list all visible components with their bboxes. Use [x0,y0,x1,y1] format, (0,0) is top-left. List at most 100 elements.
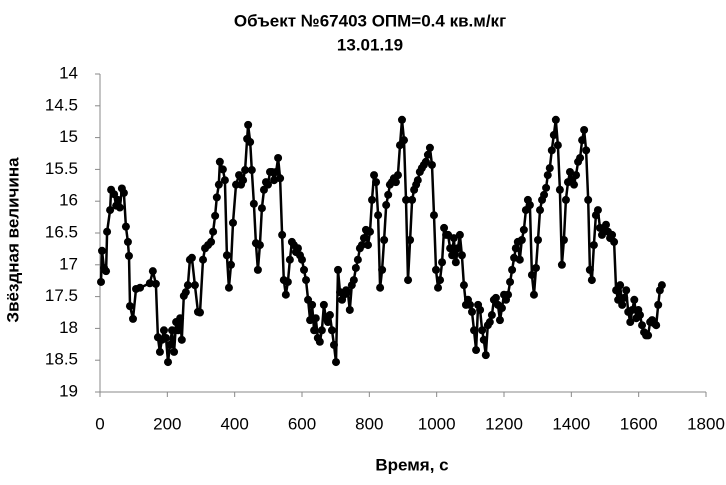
data-point [278,230,287,239]
data-point [540,190,549,199]
data-point [525,201,534,210]
data-point [181,288,190,297]
data-point [508,265,517,274]
data-point [345,305,354,314]
data-point [349,276,358,285]
data-point [378,265,387,274]
data-point [241,166,250,175]
y-tick-label: 14 [59,63,78,82]
data-point [515,255,524,264]
data-point [125,302,134,311]
data-point [351,263,360,272]
data-point [547,146,556,155]
data-point [404,276,413,285]
data-point [170,347,179,356]
data-point [357,241,366,250]
data-point [545,164,554,173]
data-point [470,326,479,335]
data-point [270,176,279,185]
data-point [504,290,513,299]
data-point [106,206,115,215]
data-point [638,321,647,330]
x-tick-label: 1800 [687,414,725,433]
data-point [207,237,216,246]
data-point [620,293,629,302]
y-tick-label: 15.5 [45,159,78,178]
data-point [343,288,352,297]
data-point [119,188,128,197]
data-point [582,146,591,155]
data-point [115,203,124,212]
x-tick-label: 1200 [485,414,523,433]
data-point [239,176,248,185]
data-point [224,283,233,292]
data-point [103,227,112,236]
data-point [451,258,460,267]
data-point [459,281,468,290]
data-point [585,265,594,274]
data-point [478,326,487,335]
data-point [166,340,175,349]
data-point [334,265,343,274]
data-point [325,311,334,320]
data-point [440,223,449,232]
data-point [429,211,438,220]
data-point [98,246,107,255]
data-point [159,326,168,335]
data-point [472,346,481,355]
data-point [455,230,464,239]
data-point [195,308,204,317]
data-point [542,183,551,192]
data-point [448,251,457,260]
data-point [572,171,581,180]
data-point [427,160,436,169]
data-point [391,178,400,187]
data-point [247,166,256,175]
data-point [123,237,132,246]
data-point [511,244,520,253]
data-point [366,227,375,236]
data-point [485,318,494,327]
data-point [531,263,540,272]
data-point [214,180,223,189]
data-point [211,211,220,220]
data-point [372,178,381,187]
y-tick-label: 18.5 [45,350,78,369]
data-point [285,255,294,264]
data-point [610,237,619,246]
data-point [446,244,455,253]
data-point [406,235,415,244]
data-point [628,305,637,314]
data-point [457,251,466,260]
data-point [298,255,306,264]
data-point [124,251,133,260]
data-point [110,190,119,199]
data-point [425,143,434,152]
data-point [555,185,564,194]
data-point [310,326,319,335]
data-point [246,138,255,147]
data-point [657,281,666,290]
data-point [408,195,417,204]
data-point [580,125,589,134]
data-point [327,326,336,335]
data-point [626,318,635,327]
data-point [187,253,196,262]
data-point [363,241,372,250]
data-point [616,281,625,290]
data-point [618,300,627,309]
data-point [517,235,526,244]
x-tick-label: 0 [95,414,104,433]
data-point [209,227,218,236]
data-point [565,167,574,176]
data-point [164,358,173,367]
data-point [121,222,130,231]
data-point [654,300,663,309]
data-point [272,167,281,176]
data-point [113,195,122,204]
data-point [370,171,379,180]
data-point [413,176,422,185]
data-point [497,304,506,313]
data-point [570,180,579,189]
